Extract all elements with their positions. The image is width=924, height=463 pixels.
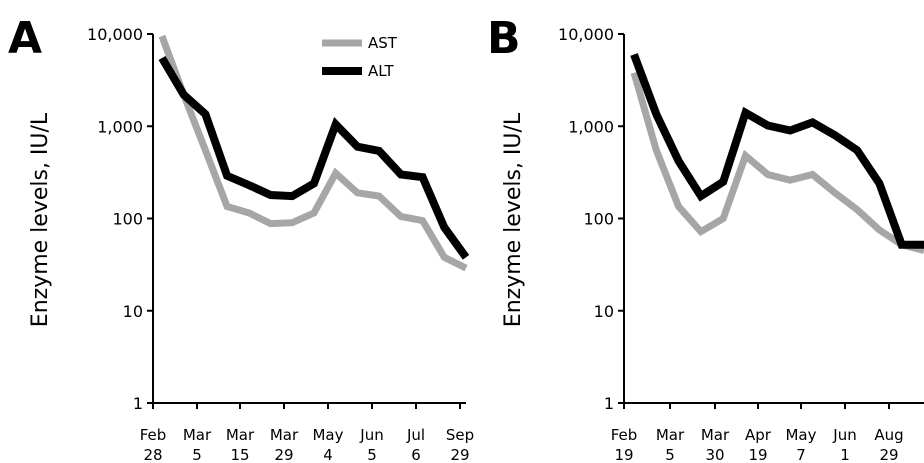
- panel-a-x-tick-label-day: 6: [411, 446, 421, 463]
- panel-a-x-tick-label-month: Jun: [359, 426, 383, 444]
- panel-b-letter: B: [487, 13, 521, 64]
- panel-b-x-tick-label-day: 30: [705, 446, 724, 463]
- legend-label-ast: AST: [368, 34, 398, 52]
- panel-a-x-tick-label-month: Mar: [270, 426, 299, 444]
- panel-b-y-tick-label: 1: [604, 394, 614, 413]
- panel-a-x-tick-label-month: Feb: [140, 426, 167, 444]
- panel-a-series-alt-line: [158, 55, 470, 260]
- panel-a-y-tick-label: 10,000: [87, 25, 143, 44]
- panel-b-x-tick-label-day: 5: [665, 446, 675, 463]
- panel-a-x-tick-label-day: 4: [323, 446, 333, 463]
- panel-a-x-tick-label-month: Mar: [226, 426, 255, 444]
- panel-b-x-tick-label-month: Mar: [701, 426, 730, 444]
- panel-a-x-tick-label-day: 28: [143, 446, 162, 463]
- panel-a-x-tick-label-day: 15: [230, 446, 249, 463]
- panel-b-x-tick-label-day: 29: [879, 446, 898, 463]
- panel-b-y-tick-label: 100: [583, 210, 614, 229]
- panel-a-y-tick-label: 10: [123, 302, 143, 321]
- panel-b-x-tick-label-day: 19: [748, 446, 767, 463]
- panel-a-y-tick-label: 1,000: [97, 117, 143, 136]
- panel-a-x-tick-label-day: 29: [450, 446, 469, 463]
- panel-a-x-tick-label-day: 5: [192, 446, 202, 463]
- panel-a-y-tick-label: 1: [133, 394, 143, 413]
- panel-a-x-tick-label-month: May: [312, 426, 343, 444]
- panel-a-x-tick-label-month: Jul: [406, 426, 425, 444]
- panel-a-x-tick-label-month: Sep: [446, 426, 474, 444]
- panel-a-series-ast-line: [158, 34, 468, 272]
- panel-b-x-tick-label-month: Mar: [656, 426, 685, 444]
- panel-a-y-tick-label: 100: [112, 210, 143, 229]
- panel-b-series-ast-line: [630, 71, 924, 254]
- panel-b-x-tick-label-month: May: [785, 426, 816, 444]
- panel-a-x-tick-label-day: 5: [367, 446, 377, 463]
- panel-b-x-tick-label-month: Feb: [611, 426, 638, 444]
- panel-b-x-tick-label-day: 7: [796, 446, 806, 463]
- panel-b-x-tick-label-month: Apr: [745, 426, 772, 444]
- panel-b-x-tick-label-day: 19: [614, 446, 633, 463]
- panel-a-letter: A: [8, 13, 42, 64]
- panel-a-x-tick-label-day: 29: [274, 446, 293, 463]
- panel-b-x-tick-label-month: Jun: [832, 426, 856, 444]
- panel-a-x-tick-label-month: Mar: [183, 426, 212, 444]
- panel-b-x-tick-label-month: Aug: [874, 426, 903, 444]
- panel-b-y-tick-label: 1,000: [568, 117, 614, 136]
- panel-b-series-alt-line: [630, 53, 924, 249]
- panel-b-y-tick-label: 10: [594, 302, 614, 321]
- legend-label-alt: ALT: [368, 62, 395, 80]
- panel-b-y-tick-label: 10,000: [558, 25, 614, 44]
- panel-b-x-tick-label-day: 1: [840, 446, 850, 463]
- panel-a-y-axis-label: Enzyme levels, IU/L: [28, 112, 53, 327]
- panel-b-y-axis-label: Enzyme levels, IU/L: [501, 112, 526, 327]
